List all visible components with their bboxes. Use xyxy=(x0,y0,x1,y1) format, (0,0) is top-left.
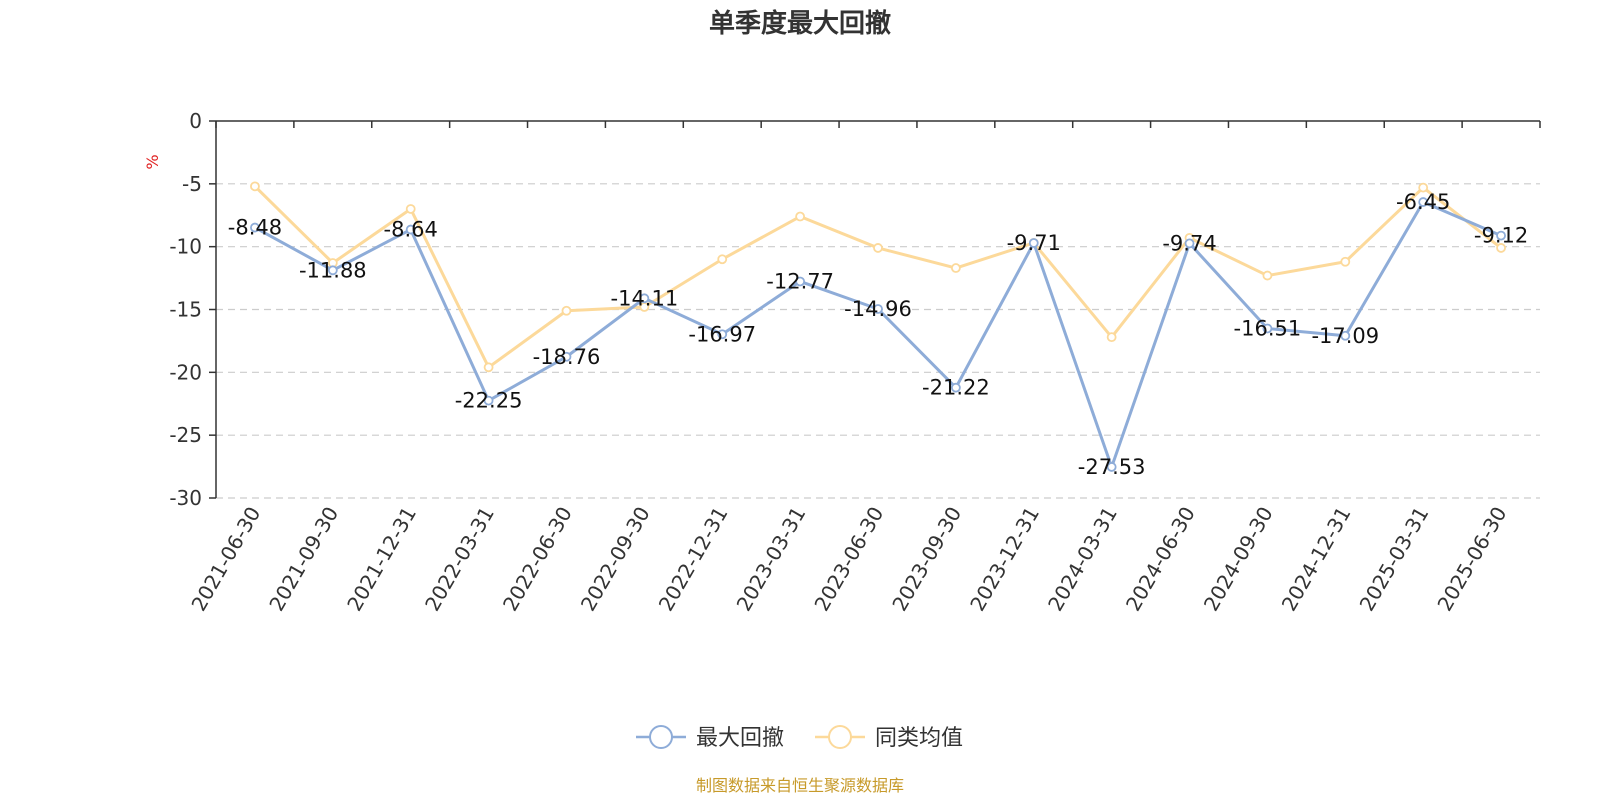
y-axis-unit-label: % xyxy=(143,154,162,169)
data-label: -27.53 xyxy=(1078,455,1146,479)
data-label: -21.22 xyxy=(922,376,990,400)
data-point xyxy=(327,265,338,276)
data-point xyxy=(561,351,572,362)
y-tick-label: -25 xyxy=(169,423,202,447)
x-tick-label: 2022-09-30 xyxy=(576,503,655,616)
legend-label: 同类均值 xyxy=(875,726,963,751)
legend[interactable]: 最大回撤 同类均值 xyxy=(636,725,963,751)
x-tick-label: 2022-03-31 xyxy=(420,503,499,616)
data-point xyxy=(483,362,494,373)
data-label: -12.77 xyxy=(766,269,834,293)
data-label: -14.96 xyxy=(844,297,912,321)
legend-label: 最大回撤 xyxy=(696,726,784,751)
data-point xyxy=(873,243,883,253)
data-point xyxy=(1106,462,1117,472)
data-label: -8.64 xyxy=(384,218,438,242)
data-labels: -8.48 -11.88 -8.64 -22.25 -18.76 -14.11 -16.97… xyxy=(228,190,1528,479)
data-point xyxy=(717,329,728,340)
data-point xyxy=(795,276,806,287)
data-point xyxy=(250,222,260,233)
data-point xyxy=(483,395,494,406)
data-label: -9.74 xyxy=(1162,231,1216,255)
data-label: -6.45 xyxy=(1396,190,1450,214)
x-tick-label: 2021-12-31 xyxy=(342,503,421,616)
data-label: -17.09 xyxy=(1311,324,1379,348)
data-label: -16.51 xyxy=(1234,316,1302,340)
x-tick-label: 2022-12-31 xyxy=(654,503,733,616)
data-point xyxy=(405,204,416,214)
data-point xyxy=(1496,230,1506,241)
series-max-drawdown xyxy=(250,197,1506,472)
data-point xyxy=(1028,238,1039,248)
y-tick-labels: 0 -5 -10 -15 -20 -25 -30 xyxy=(169,109,202,510)
data-point xyxy=(561,305,572,316)
x-tick-label: 2025-03-31 xyxy=(1355,503,1434,616)
data-point xyxy=(950,263,961,273)
data-source-note: 制图数据来自恒生聚源数据库 xyxy=(696,776,904,795)
data-point xyxy=(250,181,260,192)
x-tick-label: 2023-09-30 xyxy=(887,503,966,616)
data-label: -8.48 xyxy=(228,216,282,240)
data-point xyxy=(405,224,416,235)
data-point xyxy=(1106,332,1117,343)
data-label: -18.76 xyxy=(533,345,601,369)
x-tick-label: 2023-03-31 xyxy=(732,503,811,616)
legend-marker-icon xyxy=(828,725,852,749)
x-tick-label: 2024-09-30 xyxy=(1199,503,1278,616)
y-tick-label: -10 xyxy=(169,235,202,259)
data-point xyxy=(1262,270,1273,281)
data-point xyxy=(1418,182,1429,193)
y-tick-label: 0 xyxy=(189,109,202,133)
x-tick-label: 2022-06-30 xyxy=(498,503,577,616)
data-point xyxy=(1340,330,1351,341)
data-label: -16.97 xyxy=(688,322,756,346)
x-tick-labels: 2021-06-302021-09-302021-12-312022-03-31… xyxy=(186,503,1511,616)
legend-item-max-drawdown[interactable]: 最大回撤 xyxy=(636,725,784,751)
data-label: -22.25 xyxy=(455,389,523,413)
series-layer xyxy=(250,181,1506,472)
y-tick-label: -15 xyxy=(169,298,202,322)
x-tick-label: 2024-06-30 xyxy=(1121,503,1200,616)
data-point xyxy=(1184,238,1195,249)
data-point xyxy=(1496,243,1506,253)
x-tick-label: 2023-12-31 xyxy=(965,503,1044,616)
data-point xyxy=(1262,323,1273,334)
data-label: -9.12 xyxy=(1474,224,1528,248)
data-point xyxy=(873,304,883,314)
legend-marker-icon xyxy=(649,725,673,749)
y-tick-label: -30 xyxy=(169,486,202,510)
chart-title: 单季度最大回撤 xyxy=(709,8,891,39)
y-tick-label: -20 xyxy=(169,360,202,384)
data-label: -9.71 xyxy=(1007,231,1061,255)
legend-item-peer-average[interactable]: 同类均值 xyxy=(815,725,963,751)
x-tick-label: 2024-12-31 xyxy=(1277,503,1356,616)
x-tick-label: 2021-06-30 xyxy=(186,503,265,616)
data-label: -14.11 xyxy=(611,286,679,310)
data-point xyxy=(950,382,961,393)
x-tick-label: 2021-09-30 xyxy=(264,503,343,616)
data-label: -11.88 xyxy=(299,258,367,282)
data-point xyxy=(639,293,650,304)
data-point xyxy=(1340,256,1351,267)
data-point xyxy=(1418,197,1429,207)
data-point xyxy=(717,254,728,265)
y-tick-label: -5 xyxy=(182,172,202,196)
data-point xyxy=(795,211,806,222)
x-tick-label: 2023-06-30 xyxy=(809,503,888,616)
x-tick-label: 2024-03-31 xyxy=(1043,503,1122,616)
x-tick-label: 2025-06-30 xyxy=(1432,503,1511,616)
axes xyxy=(209,120,1541,499)
